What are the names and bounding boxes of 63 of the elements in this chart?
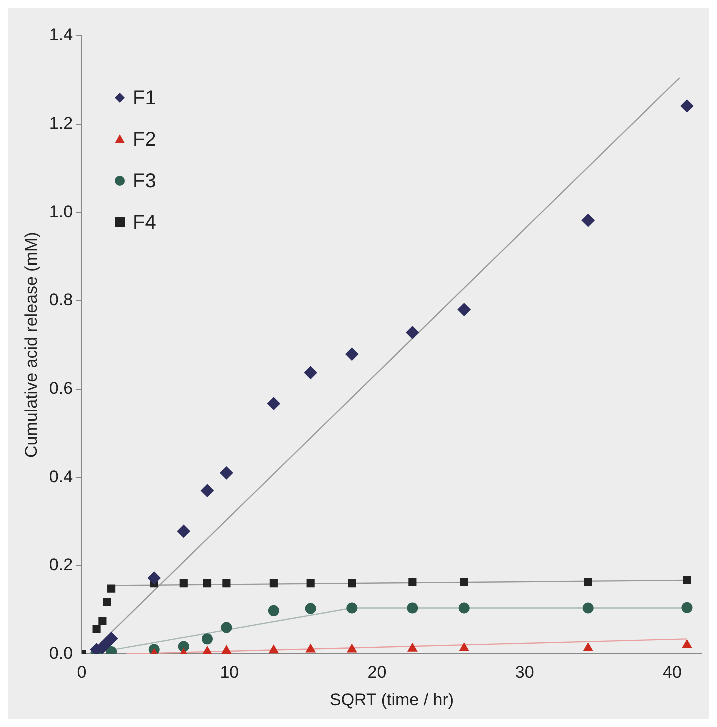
- y-tick-label: 0.8: [49, 290, 74, 310]
- point: [178, 641, 190, 652]
- point: [406, 326, 420, 340]
- point: [222, 580, 231, 588]
- point: [306, 644, 316, 653]
- point: [148, 572, 161, 585]
- x-tick-label: 40: [663, 663, 682, 682]
- point: [221, 622, 232, 634]
- point: [683, 576, 692, 584]
- point: [460, 642, 470, 652]
- point: [584, 578, 592, 586]
- point: [348, 580, 356, 588]
- point: [347, 644, 357, 653]
- legend-label: F2: [133, 129, 156, 152]
- point: [267, 397, 280, 410]
- y-tick-label: 1.0: [49, 202, 74, 222]
- point: [180, 580, 188, 588]
- point: [458, 303, 471, 316]
- point: [220, 466, 234, 480]
- point: [304, 366, 318, 380]
- x-tick-label: 10: [220, 663, 240, 682]
- point: [458, 602, 470, 614]
- x-tick-label: 20: [368, 663, 387, 682]
- legend-label: F3: [133, 170, 156, 193]
- point: [268, 605, 280, 616]
- point: [682, 602, 693, 614]
- legend-label: F4: [133, 212, 156, 234]
- y-tick-label: 0.4: [49, 467, 74, 486]
- point: [201, 484, 214, 498]
- y-tick-label: 0.0: [49, 644, 74, 663]
- point: [98, 617, 107, 626]
- point: [306, 580, 315, 588]
- x-axis-title: SQRT (time / hr): [330, 690, 454, 710]
- point: [305, 603, 316, 614]
- y-tick-label: 0.6: [49, 378, 74, 398]
- point: [682, 640, 692, 648]
- y-tick-label: 1.4: [49, 26, 74, 45]
- point: [270, 580, 278, 588]
- point: [203, 580, 212, 588]
- point: [460, 578, 468, 586]
- x-tick-label: 0: [77, 663, 87, 682]
- point: [582, 214, 595, 228]
- y-tick-label: 1.2: [49, 114, 74, 133]
- point: [408, 578, 417, 586]
- point: [346, 602, 358, 614]
- point: [680, 100, 694, 113]
- point: [105, 632, 118, 646]
- point: [103, 598, 112, 606]
- point: [407, 602, 418, 614]
- point: [177, 524, 190, 538]
- point: [222, 646, 232, 654]
- y-tick-label: 0.2: [49, 556, 74, 575]
- point: [202, 634, 213, 645]
- y-axis-title: Cumulative acid release (mM): [22, 232, 41, 458]
- point: [108, 584, 116, 593]
- point: [582, 602, 594, 614]
- legend-label: F1: [133, 88, 156, 110]
- point: [269, 645, 279, 654]
- point: [346, 348, 359, 361]
- point: [92, 625, 101, 634]
- point: [408, 643, 418, 652]
- x-tick-label: 30: [515, 663, 534, 682]
- point: [584, 642, 594, 652]
